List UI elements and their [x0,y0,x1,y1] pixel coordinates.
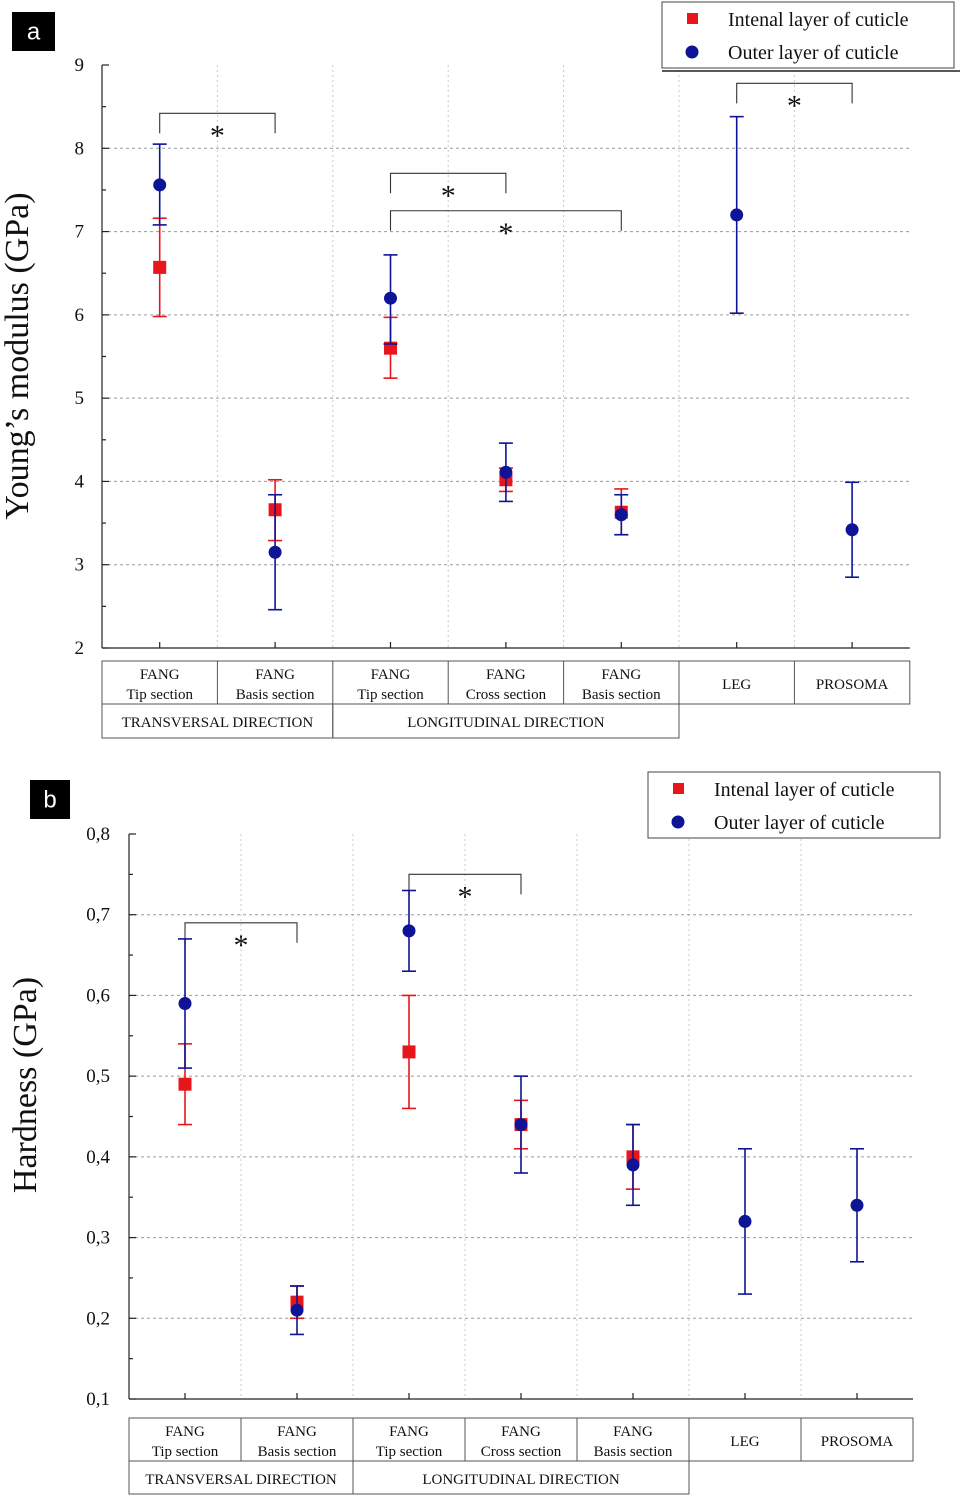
category-label-line1: FANG [165,1424,205,1440]
category-label-line1: FANG [501,1424,541,1440]
category-label-line1: FANG [371,667,411,683]
category-label-line1: FANG [486,667,526,683]
category-label-line1: FANG [601,667,641,683]
y-tick-label: 0,8 [86,824,110,845]
significance-bracket [184,922,298,943]
significance-star: * [498,217,513,250]
group-label: TRANSVERSAL DIRECTION [122,715,314,731]
category-label-line2: Tip section [376,1444,443,1460]
data-point-internal [153,260,167,274]
legend-marker-outer [671,815,685,829]
group-label: LONGITUDINAL DIRECTION [422,1472,619,1488]
panel-label-box [30,780,70,819]
y-tick-label: 5 [75,388,85,409]
category-label-line2: Basis section [258,1444,337,1460]
category-label-line2: Basis section [236,687,315,703]
legend-marker-internal [687,13,698,24]
category-label-line1: FANG [140,667,180,683]
significance-star: * [234,929,249,962]
data-point-outer [738,1214,752,1228]
category-label-line1: FANG [389,1424,429,1440]
significance-star: * [210,119,225,152]
category-label: PROSOMA [816,677,889,693]
significance-star: * [441,179,456,212]
category-label-line2: Cross section [481,1444,562,1460]
significance-bracket [389,210,622,231]
category-label-line1: FANG [613,1424,653,1440]
panel-label: b [43,787,56,814]
chart-panel-b: 0,1 0,2 0,3 0,4 0,5 0,6 0,7 0,8 Hardness (GPa) FA… [7,771,941,1495]
legend-label: Intenal layer of cuticle [728,9,909,31]
y-tick-label: 0,3 [86,1228,110,1249]
group-label: TRANSVERSAL DIRECTION [145,1472,337,1488]
significance-star: * [787,89,802,122]
legend-marker-internal [673,783,684,794]
data-point-outer [153,178,167,192]
y-tick-label: 0,6 [86,985,110,1006]
category-label: PROSOMA [821,1434,894,1450]
y-tick-label: 2 [75,638,85,659]
data-point-outer [845,523,859,537]
data-point-outer [626,1158,640,1172]
y-axis-label: Hardness (GPa) [7,977,44,1193]
legend-label: Outer layer of cuticle [714,812,885,834]
category-label-line2: Basis section [594,1444,673,1460]
y-axis-label: Young’s modulus (GPa) [0,192,36,519]
category-label: LEG [730,1434,759,1450]
y-tick-label: 0,2 [86,1308,110,1329]
data-point-internal [402,1045,416,1059]
legend-label: Outer layer of cuticle [728,42,899,64]
category-label-line2: Cross section [466,687,547,703]
y-tick-label: 0,5 [86,1066,110,1087]
data-point-outer [850,1198,864,1212]
category-label-line2: Tip section [126,687,193,703]
significance-bracket [736,82,853,104]
chart-panel-a: 2 3 4 5 6 7 8 9 Young’s modulus (GPa) FANG Tip sec… [0,1,960,739]
y-tick-label: 9 [75,55,85,76]
category-label-line1: FANG [255,667,295,683]
significance-bracket [389,172,507,194]
category-label-line1: FANG [277,1424,317,1440]
data-point-outer [499,465,513,479]
data-point-internal [178,1077,192,1091]
category-label-line2: Tip section [152,1444,219,1460]
panel-label: a [27,19,41,46]
legend-box [661,1,955,69]
group-cell [352,1460,690,1495]
significance-bracket [159,112,276,134]
y-tick-label: 0,7 [86,905,110,926]
category-label-line2: Tip section [357,687,424,703]
data-point-outer [178,997,192,1010]
significance-bracket [408,873,522,895]
data-point-outer [268,545,282,559]
legend-marker-outer [685,45,699,59]
category-label-line2: Basis section [582,687,661,703]
group-label: LONGITUDINAL DIRECTION [407,715,604,731]
y-tick-label: 0,1 [86,1389,110,1410]
data-point-outer [614,508,628,522]
data-point-outer [402,924,416,938]
legend-label: Intenal layer of cuticle [714,779,895,801]
group-cell [332,703,680,739]
y-tick-label: 3 [75,555,85,576]
panel-label-box [12,12,55,51]
y-tick-label: 0,4 [86,1147,110,1168]
data-point-outer [384,291,397,305]
data-point-outer [290,1303,304,1317]
data-point-outer [514,1118,528,1132]
y-tick-label: 8 [75,138,85,159]
legend-box [647,771,941,839]
y-tick-label: 4 [75,471,85,492]
data-point-internal [384,341,397,355]
y-tick-label: 6 [75,305,85,326]
data-point-outer [730,208,744,222]
category-label: LEG [722,677,751,693]
significance-star: * [458,880,473,913]
y-tick-label: 7 [75,222,85,243]
